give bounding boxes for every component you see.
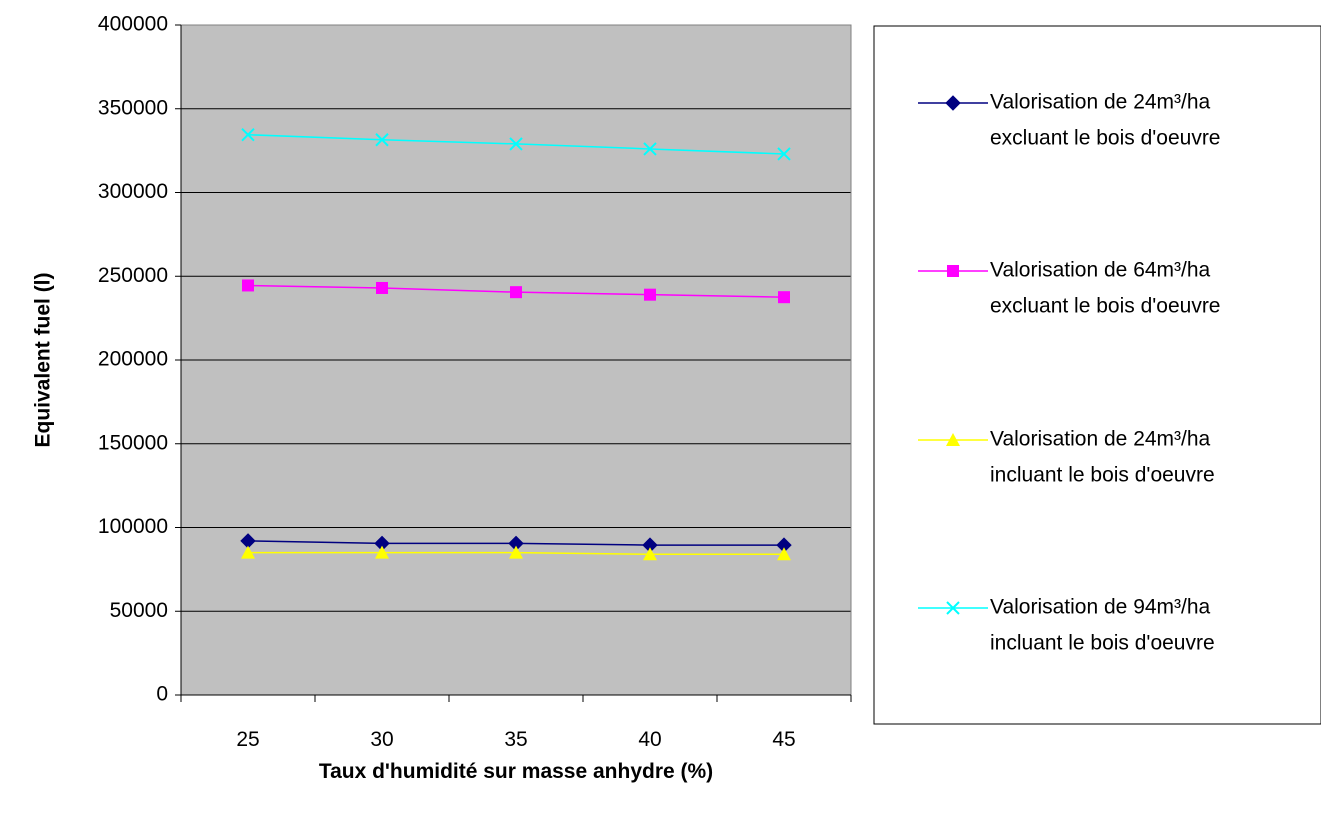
data-point-square xyxy=(376,281,388,294)
data-point-square xyxy=(510,286,522,299)
legend-label-line2: incluant le bois d'oeuvre xyxy=(990,464,1215,487)
data-point-triangle xyxy=(241,545,255,559)
series-2 xyxy=(242,279,790,304)
legend-entry-1: Valorisation de 24m³/ha excluant le bois … xyxy=(918,91,1221,150)
legend-label-line1: Valorisation de 24m³/ha xyxy=(990,91,1211,114)
y-axis-title: Equivalent fuel (l) xyxy=(32,272,55,447)
data-point-square xyxy=(242,279,254,292)
legend-label-line2: incluant le bois d'oeuvre xyxy=(990,632,1215,655)
y-tick-label: 50000 xyxy=(110,599,168,622)
data-point-square xyxy=(644,288,656,301)
legend-entry-3: Valorisation de 24m³/ha incluant le bois … xyxy=(918,428,1215,487)
x-tick-label: 25 xyxy=(236,728,259,751)
series-1 xyxy=(240,533,792,553)
data-point-x xyxy=(375,133,389,147)
legend-label-line2: excluant le bois d'oeuvre xyxy=(990,295,1221,318)
x-tick-label: 30 xyxy=(370,728,393,751)
data-point-diamond xyxy=(945,95,961,111)
data-point-triangle xyxy=(777,547,791,561)
y-tick-label: 100000 xyxy=(98,515,168,538)
y-tick-label: 350000 xyxy=(98,96,168,119)
data-point-x xyxy=(643,142,657,156)
y-tick-label: 300000 xyxy=(98,180,168,203)
x-tick-label: 40 xyxy=(638,728,661,751)
legend-label-line1: Valorisation de 64m³/ha xyxy=(990,259,1211,282)
data-point-triangle xyxy=(946,433,960,446)
legend-label-line1: Valorisation de 94m³/ha xyxy=(990,596,1211,619)
legend: Valorisation de 24m³/ha excluant le bois … xyxy=(918,91,1221,655)
y-tick-label: 200000 xyxy=(98,348,168,371)
data-point-x xyxy=(509,137,523,151)
legend-label-line1: Valorisation de 24m³/ha xyxy=(990,428,1211,451)
data-point-triangle xyxy=(375,545,389,559)
data-point-triangle xyxy=(643,547,657,561)
x-axis-title: Taux d'humidité sur masse anhydre (%) xyxy=(319,760,713,783)
data-point-square xyxy=(947,265,959,277)
data-point-x xyxy=(946,601,960,615)
data-point-x xyxy=(241,128,255,142)
data-point-square xyxy=(778,291,790,304)
x-tick-label: 45 xyxy=(772,728,795,751)
legend-entry-4: Valorisation de 94m³/ha incluant le bois … xyxy=(918,596,1215,655)
series-3 xyxy=(241,545,791,561)
data-point-x xyxy=(777,147,791,161)
x-tick-label: 35 xyxy=(504,728,527,751)
y-tick-label: 150000 xyxy=(98,431,168,454)
legend-label-line2: excluant le bois d'oeuvre xyxy=(990,127,1221,150)
legend-entry-2: Valorisation de 64m³/ha excluant le bois … xyxy=(918,259,1221,318)
data-point-triangle xyxy=(509,545,523,559)
y-tick-label: 400000 xyxy=(98,13,168,36)
axes: 0 50000 100000 150000 200000 250000 300000 3500… xyxy=(98,13,852,751)
y-tick-label: 0 xyxy=(156,683,168,706)
y-tick-label: 250000 xyxy=(98,264,168,287)
series-4 xyxy=(241,128,791,161)
series-lines xyxy=(240,128,792,561)
